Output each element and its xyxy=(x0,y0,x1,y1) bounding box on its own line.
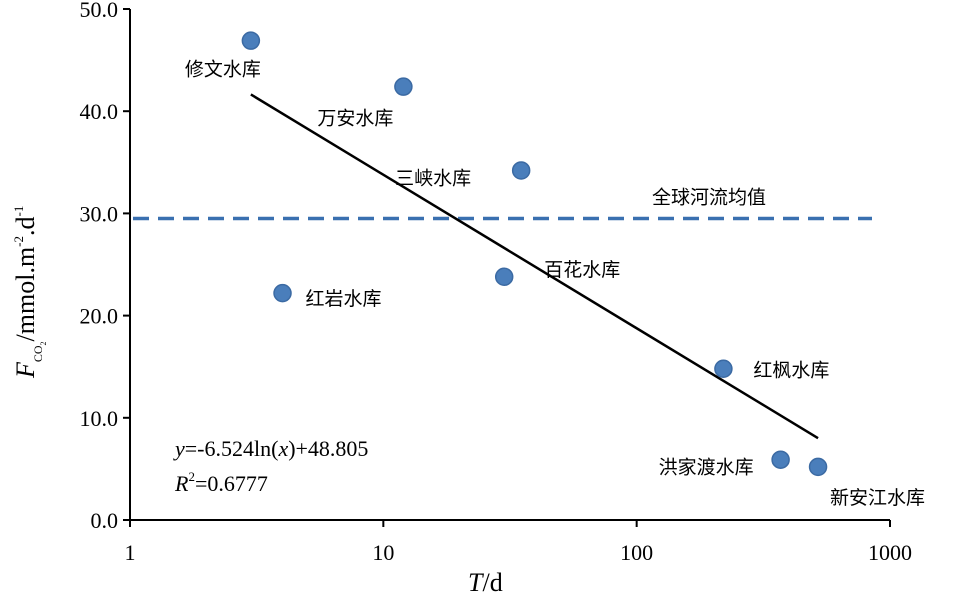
y-axis-var: F xyxy=(11,361,40,379)
x-tick-label: 1 xyxy=(125,540,136,565)
point-label: 新安江水库 xyxy=(830,487,925,509)
equation-y-var: y xyxy=(173,436,185,461)
x-tick-label: 10 xyxy=(372,540,394,565)
point-label: 三峡水库 xyxy=(395,167,471,189)
trendline-group xyxy=(250,93,819,440)
y-axis-title: FCO2/mmol.m-2.d-1 xyxy=(11,206,48,379)
x-axis-unit: /d xyxy=(482,568,502,597)
y-axis-unit: /mmol.m xyxy=(11,247,40,342)
point-label: 万安水库 xyxy=(317,108,393,130)
point-label: 红枫水库 xyxy=(753,360,829,382)
trendline-equation: y=-6.524ln(x)+48.805 xyxy=(173,436,368,461)
y-axis-exp1: -2 xyxy=(11,236,26,247)
reference-line-label: 全球河流均值 xyxy=(652,187,766,209)
y-axis-sub2: 2 xyxy=(39,341,48,345)
y-tick-label: 20.0 xyxy=(80,304,119,329)
data-points xyxy=(241,31,828,477)
y-tick-label: 30.0 xyxy=(80,201,119,226)
trendline xyxy=(250,93,819,440)
axes: 0.0 10.0 20.0 30.0 40.0 50.0 1 10 100 1000 xyxy=(80,0,913,565)
data-point xyxy=(511,161,531,180)
y-tick-label: 10.0 xyxy=(80,406,119,431)
y-axis-sub: CO xyxy=(31,345,45,362)
y-tick-label: 50.0 xyxy=(80,0,119,22)
x-axis-title: T/d xyxy=(468,568,503,597)
y-tick-label: 0.0 xyxy=(91,508,119,533)
y-axis-mid: .d xyxy=(11,216,40,236)
x-tick-label: 100 xyxy=(620,540,653,565)
x-axis-var: T xyxy=(468,568,484,597)
equation-tail: )+48.805 xyxy=(288,436,368,461)
equation-body: =-6.524ln( xyxy=(185,436,279,461)
point-label: 红岩水库 xyxy=(306,288,382,310)
y-tick-label: 40.0 xyxy=(80,99,119,124)
point-label: 洪家渡水库 xyxy=(659,457,754,479)
r-squared-value: =0.6777 xyxy=(195,471,268,496)
data-point xyxy=(771,450,790,469)
reference-line-group: 全球河流均值 xyxy=(133,187,872,221)
point-label: 修文水库 xyxy=(185,59,261,81)
data-point xyxy=(241,31,261,50)
data-point xyxy=(808,457,828,477)
r-squared-exp: 2 xyxy=(188,469,195,484)
x-tick-label: 1000 xyxy=(868,540,912,565)
r-squared-var: R xyxy=(174,471,189,496)
data-point xyxy=(494,267,514,287)
data-point xyxy=(273,283,292,303)
y-axis-exp2: -1 xyxy=(11,206,26,217)
point-label: 百花水库 xyxy=(544,259,620,281)
equation-x-var: x xyxy=(277,436,288,461)
r-squared: R2=0.6777 xyxy=(174,469,268,496)
data-point xyxy=(394,77,413,96)
data-point xyxy=(714,359,733,378)
